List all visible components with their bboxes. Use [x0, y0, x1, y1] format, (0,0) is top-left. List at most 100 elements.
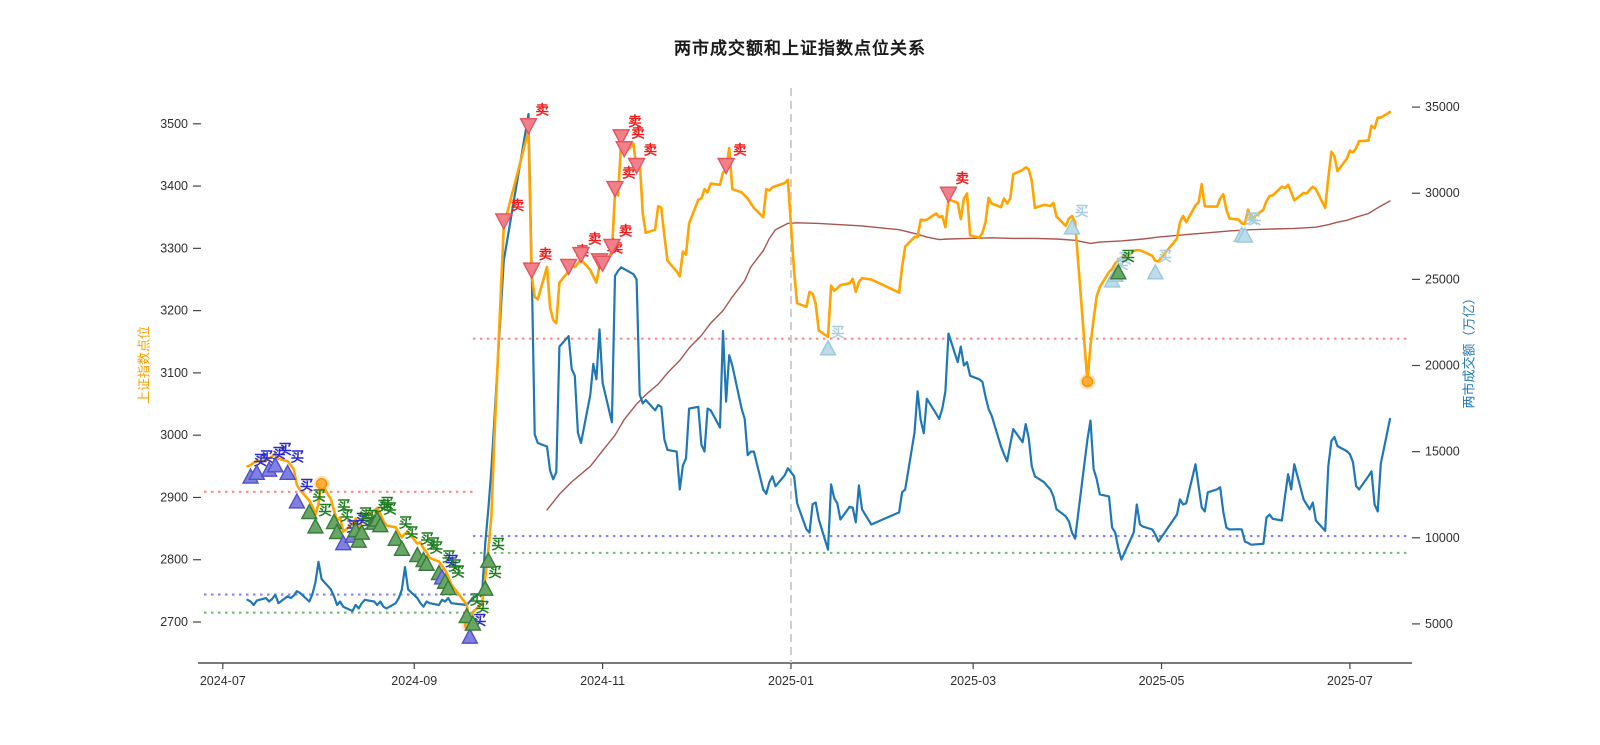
buy-triangle-icon [353, 523, 371, 540]
buy-triangle-icon [417, 554, 436, 571]
buy-triangle-icon [1109, 263, 1127, 280]
sell-label: 卖 [628, 113, 642, 129]
volume-line [246, 112, 1392, 613]
svg-text:3500: 3500 [160, 117, 188, 131]
svg-text:2024-09: 2024-09 [391, 674, 437, 688]
buy-label: 买 [1075, 204, 1089, 219]
buy-label: 买 [445, 554, 459, 569]
buy-triangle-icon [300, 503, 318, 520]
buy-label: 买 [430, 540, 444, 555]
buy-triangle-icon [819, 339, 837, 356]
buy-label: 买 [318, 503, 332, 518]
buy-markers: 买买买买买买买买买买买买买买买买买买买买买买买买买买买买买买买买买买买买买买买买 [241, 204, 1262, 644]
buy-label: 买 [291, 449, 305, 464]
buy-triangle-icon [371, 516, 389, 533]
buy-triangle-icon [476, 579, 494, 596]
buy-triangle-icon [248, 463, 266, 481]
svg-text:5000: 5000 [1425, 617, 1453, 631]
buy-triangle-icon [458, 607, 476, 624]
buy-triangle-icon [387, 529, 405, 547]
buy-label: 买 [491, 537, 505, 552]
buy-triangle-icon [288, 492, 306, 509]
buy-triangle-icon [349, 531, 368, 548]
svg-text:20000: 20000 [1425, 358, 1460, 372]
sell-triangle-icon [615, 140, 634, 159]
sell-label: 卖 [539, 246, 553, 262]
buy-triangle-icon [1146, 263, 1165, 280]
sell-label: 卖 [619, 222, 633, 238]
buy-label: 买 [476, 600, 490, 615]
buy-label: 买 [442, 550, 456, 565]
buy-label: 买 [278, 442, 292, 457]
svg-text:3300: 3300 [160, 241, 188, 255]
sell-label: 卖 [631, 125, 645, 141]
sell-triangle-icon [519, 117, 538, 136]
sell-triangle-icon [494, 213, 513, 231]
sell-label: 卖 [536, 102, 550, 118]
buy-label: 买 [420, 532, 434, 547]
svg-text:2800: 2800 [160, 553, 188, 567]
svg-text:2025-01: 2025-01 [768, 674, 814, 688]
ma-line [546, 200, 1391, 511]
buy-label: 买 [337, 499, 351, 514]
sell-triangle-icon [593, 255, 612, 273]
svg-text:25000: 25000 [1425, 272, 1460, 286]
buy-triangle-icon [278, 463, 297, 481]
buy-label: 买 [399, 515, 413, 530]
svg-text:2024-11: 2024-11 [580, 674, 625, 688]
buy-triangle-icon [461, 627, 479, 644]
buy-triangle-icon [479, 551, 498, 568]
svg-text:10000: 10000 [1425, 531, 1460, 545]
svg-text:2700: 2700 [160, 615, 188, 629]
reference-lines [204, 337, 1410, 614]
right-axis-label: 两市成交额（万亿） [1461, 291, 1477, 409]
buy-label: 买 [1245, 211, 1259, 226]
sell-label: 卖 [622, 165, 636, 181]
sell-triangle-icon [627, 157, 646, 175]
buy-label: 买 [470, 593, 484, 608]
svg-text:30000: 30000 [1425, 186, 1460, 200]
sell-triangle-icon [611, 129, 631, 147]
buy-triangle-icon [1063, 218, 1081, 235]
sell-label: 卖 [733, 142, 747, 158]
index-line [246, 110, 1392, 627]
svg-text:2900: 2900 [160, 490, 188, 504]
sell-triangle-icon [716, 157, 736, 175]
sell-triangle-icon [602, 238, 622, 256]
buy-label: 买 [427, 537, 441, 552]
svg-text:3100: 3100 [160, 366, 188, 380]
chart-title: 两市成交额和上证指数点位关系 [674, 39, 926, 58]
buy-label: 买 [451, 565, 465, 580]
buy-label: 买 [340, 508, 354, 523]
sell-triangle-icon [605, 180, 625, 199]
highlight-dots [313, 373, 1096, 634]
buy-label: 买 [312, 489, 326, 504]
svg-text:2025-05: 2025-05 [1139, 674, 1185, 688]
buy-label: 买 [448, 558, 462, 573]
buy-label: 买 [260, 449, 274, 464]
buy-label: 买 [1248, 212, 1262, 227]
buy-triangle-icon [1236, 226, 1254, 243]
svg-text:2025-07: 2025-07 [1327, 674, 1373, 688]
svg-text:15000: 15000 [1425, 445, 1460, 459]
svg-text:35000: 35000 [1425, 100, 1460, 114]
svg-text:3400: 3400 [160, 179, 188, 193]
sell-label: 卖 [511, 197, 525, 213]
buy-triangle-icon [393, 539, 411, 557]
svg-text:2025-03: 2025-03 [950, 674, 996, 688]
buy-label: 买 [1158, 249, 1172, 264]
buy-label: 买 [380, 496, 394, 511]
sell-label: 卖 [644, 142, 658, 158]
sell-markers: 卖卖卖卖卖卖卖卖卖卖卖卖卖卖 [494, 102, 969, 280]
sell-triangle-icon [571, 246, 591, 265]
buy-label: 买 [831, 325, 845, 340]
axes: 3500 3400 3300 3200 3100 3000 2900 2800 2700 3500… [160, 100, 1460, 688]
buy-triangle-icon [439, 579, 457, 596]
svg-text:3000: 3000 [160, 428, 188, 442]
buy-triangle-icon [266, 456, 284, 473]
sell-triangle-icon [559, 258, 578, 276]
buy-triangle-icon [328, 523, 346, 540]
buy-label: 买 [355, 512, 369, 527]
